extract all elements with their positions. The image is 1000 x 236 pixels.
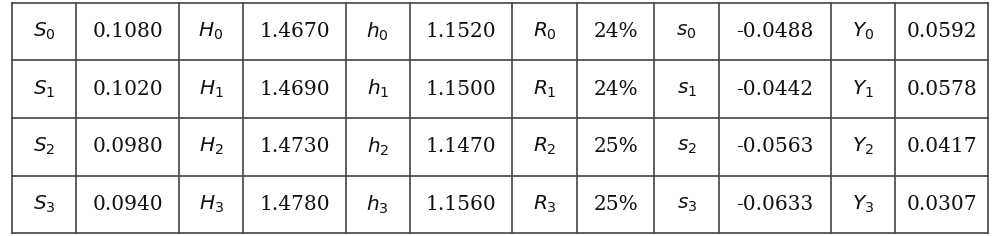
Text: $s_1$: $s_1$ <box>677 80 697 99</box>
Text: $Y_3$: $Y_3$ <box>852 194 874 215</box>
Text: $s_0$: $s_0$ <box>676 22 697 41</box>
Text: $Y_1$: $Y_1$ <box>852 79 874 100</box>
Text: $s_3$: $s_3$ <box>677 195 697 214</box>
Text: 24%: 24% <box>593 80 638 99</box>
Text: 0.0578: 0.0578 <box>906 80 977 99</box>
Text: $H_1$: $H_1$ <box>199 79 223 100</box>
Text: $S_1$: $S_1$ <box>33 79 55 100</box>
Text: $R_2$: $R_2$ <box>533 136 556 157</box>
Text: $H_3$: $H_3$ <box>199 194 223 215</box>
Text: 1.4690: 1.4690 <box>259 80 330 99</box>
Text: $Y_0$: $Y_0$ <box>852 21 874 42</box>
Text: 24%: 24% <box>593 22 638 41</box>
Text: 1.4670: 1.4670 <box>259 22 330 41</box>
Text: $h_3$: $h_3$ <box>366 193 389 215</box>
Text: 0.0592: 0.0592 <box>906 22 977 41</box>
Text: -0.0442: -0.0442 <box>736 80 813 99</box>
Text: $h_0$: $h_0$ <box>366 21 389 43</box>
Text: 0.0980: 0.0980 <box>92 137 163 156</box>
Text: 1.1500: 1.1500 <box>426 80 497 99</box>
Text: $h_2$: $h_2$ <box>367 136 389 158</box>
Text: 1.1520: 1.1520 <box>426 22 496 41</box>
Text: 1.1560: 1.1560 <box>426 195 497 214</box>
Text: -0.0633: -0.0633 <box>736 195 813 214</box>
Text: 1.4730: 1.4730 <box>259 137 330 156</box>
Text: -0.0488: -0.0488 <box>736 22 813 41</box>
Text: 1.4780: 1.4780 <box>259 195 330 214</box>
Text: 0.0417: 0.0417 <box>906 137 977 156</box>
Text: 1.1470: 1.1470 <box>426 137 496 156</box>
Text: $R_3$: $R_3$ <box>533 194 556 215</box>
Text: $S_2$: $S_2$ <box>33 136 55 157</box>
Text: 0.0307: 0.0307 <box>906 195 977 214</box>
Text: 0.0940: 0.0940 <box>92 195 163 214</box>
Text: $S_3$: $S_3$ <box>33 194 56 215</box>
Text: 0.1080: 0.1080 <box>92 22 163 41</box>
Text: $R_1$: $R_1$ <box>533 79 556 100</box>
Text: $R_0$: $R_0$ <box>533 21 557 42</box>
Text: $s_2$: $s_2$ <box>677 137 697 156</box>
Text: $h_1$: $h_1$ <box>367 78 389 100</box>
Text: $H_2$: $H_2$ <box>199 136 223 157</box>
Text: 25%: 25% <box>593 195 638 214</box>
Text: 0.1020: 0.1020 <box>92 80 163 99</box>
Text: -0.0563: -0.0563 <box>736 137 813 156</box>
Text: $S_0$: $S_0$ <box>33 21 56 42</box>
Text: $H_0$: $H_0$ <box>198 21 224 42</box>
Text: $Y_2$: $Y_2$ <box>852 136 874 157</box>
Text: 25%: 25% <box>593 137 638 156</box>
